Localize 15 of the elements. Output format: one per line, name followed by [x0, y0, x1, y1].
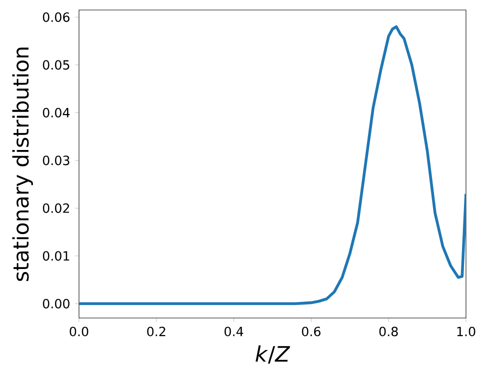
x-tick-label: 0.8: [379, 326, 398, 336]
x-axis-title: k/Z: [256, 345, 290, 364]
y-tick-label: 0.01: [42, 251, 70, 261]
y-tick-label: 0.06: [42, 12, 70, 22]
x-tick-label: 0.6: [302, 326, 320, 336]
y-tick-label: 0.03: [42, 156, 70, 166]
y-tick-label: 0.05: [42, 60, 70, 70]
x-tick-label: 0.4: [224, 326, 244, 336]
y-tick-label: 0.02: [42, 203, 70, 213]
y-axis-title: stationary distribution: [12, 48, 33, 281]
x-tick-label: 0.0: [70, 326, 88, 336]
x-tick-label: 0.2: [147, 326, 166, 336]
y-tick-label: 0.00: [42, 298, 70, 308]
y-tick-label: 0.04: [42, 108, 70, 118]
x-tick-label: 1.0: [457, 326, 476, 336]
